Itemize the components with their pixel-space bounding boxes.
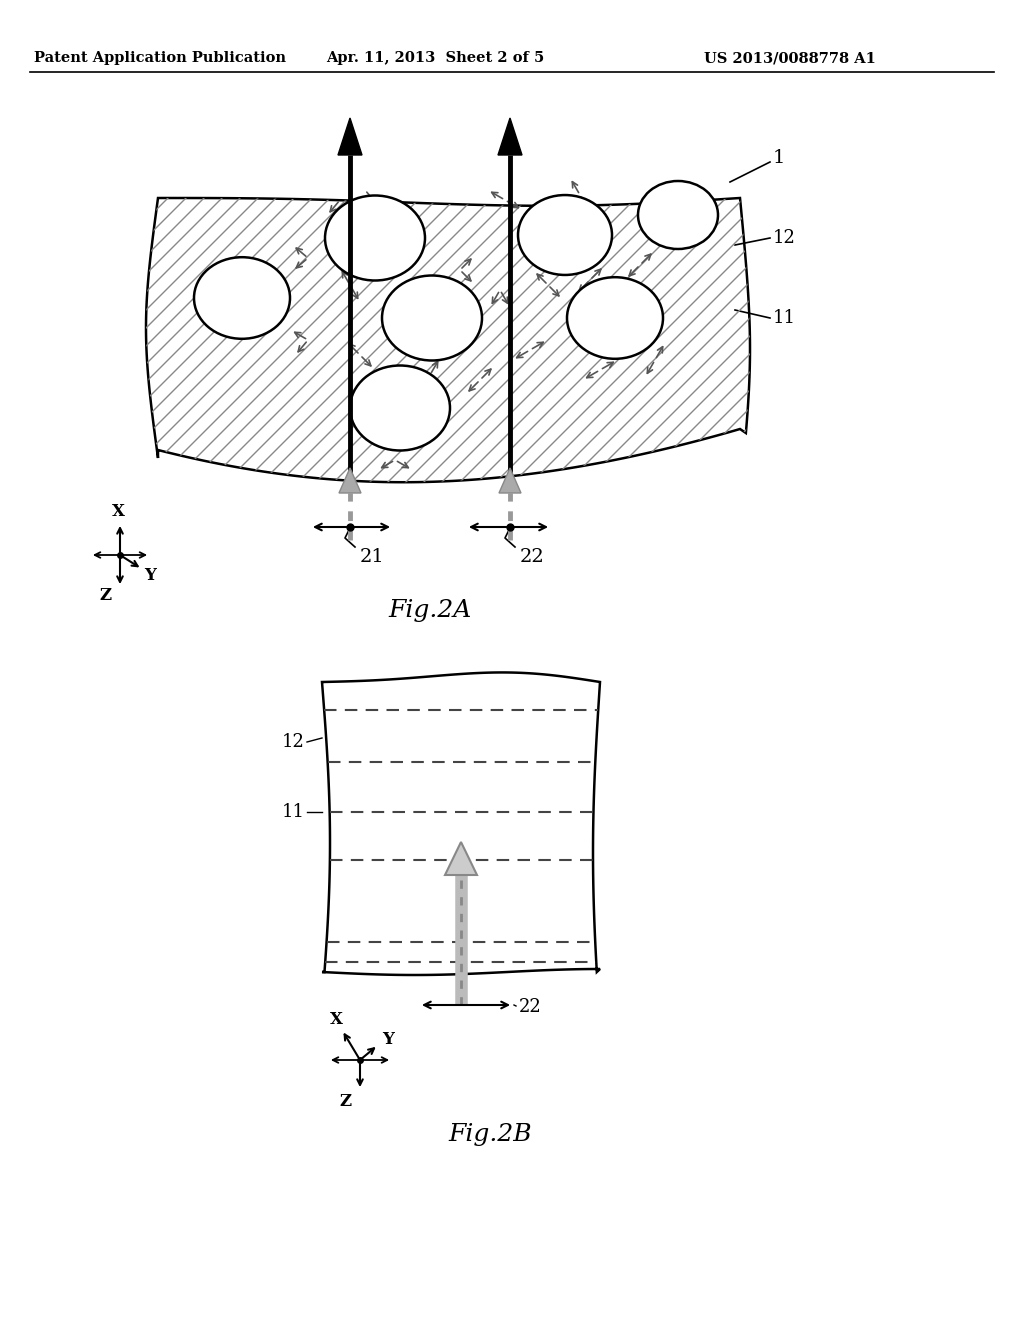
Polygon shape [322, 672, 600, 975]
Text: 21: 21 [360, 548, 385, 566]
Text: Fig.2A: Fig.2A [388, 598, 472, 622]
Text: X: X [330, 1011, 342, 1028]
Text: 22: 22 [520, 548, 545, 566]
Text: 11: 11 [282, 803, 305, 821]
Ellipse shape [638, 181, 718, 249]
Text: 11: 11 [773, 309, 796, 327]
Text: Z: Z [340, 1093, 352, 1110]
Text: 12: 12 [283, 733, 305, 751]
Polygon shape [146, 198, 750, 482]
Ellipse shape [194, 257, 290, 339]
Polygon shape [339, 469, 361, 492]
Ellipse shape [382, 276, 482, 360]
Text: Fig.2B: Fig.2B [449, 1123, 531, 1147]
Text: 12: 12 [773, 228, 796, 247]
Ellipse shape [518, 195, 612, 275]
Text: Patent Application Publication: Patent Application Publication [34, 51, 286, 65]
Polygon shape [445, 842, 477, 875]
Text: Y: Y [144, 566, 156, 583]
Ellipse shape [325, 195, 425, 281]
Text: X: X [112, 503, 125, 520]
Polygon shape [498, 117, 522, 154]
Text: Z: Z [100, 586, 112, 603]
Ellipse shape [567, 277, 663, 359]
Ellipse shape [350, 366, 450, 450]
Text: 22: 22 [519, 998, 542, 1016]
Polygon shape [338, 117, 362, 154]
Text: 1: 1 [773, 149, 785, 168]
Text: US 2013/0088778 A1: US 2013/0088778 A1 [705, 51, 876, 65]
Text: Apr. 11, 2013  Sheet 2 of 5: Apr. 11, 2013 Sheet 2 of 5 [326, 51, 544, 65]
Text: Y: Y [382, 1031, 394, 1048]
Polygon shape [499, 469, 521, 492]
